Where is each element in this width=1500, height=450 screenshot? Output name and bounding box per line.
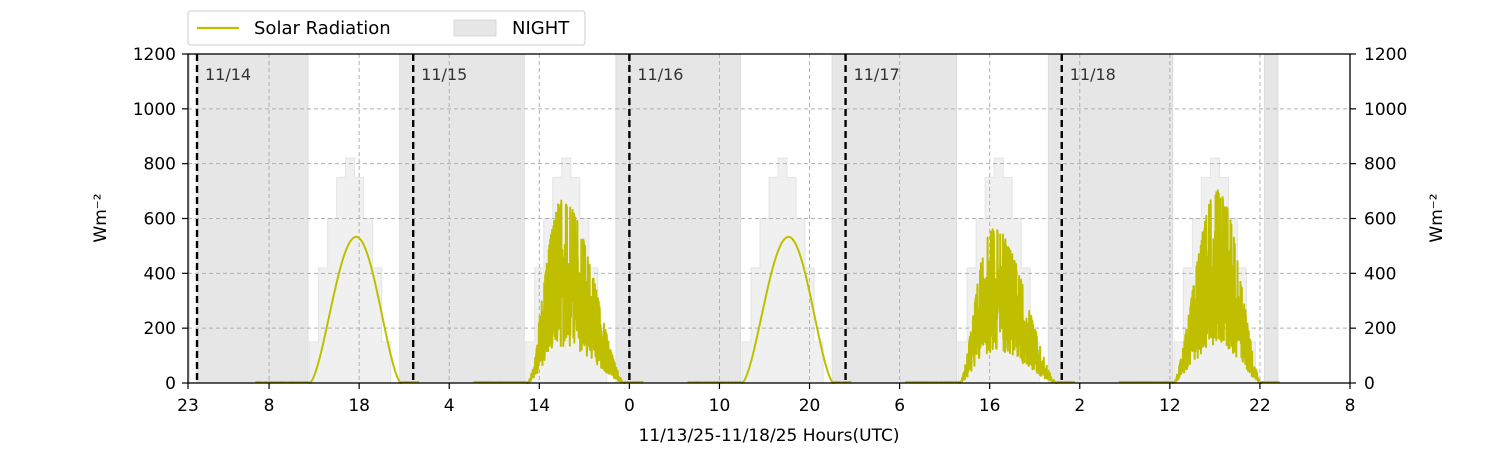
solar-radiation-line	[472, 199, 644, 384]
night-region	[831, 53, 958, 384]
grid	[188, 54, 1350, 383]
legend-solar-label: Solar Radiation	[254, 18, 391, 39]
envelope-step	[732, 157, 833, 384]
x-tick-label: 8	[264, 396, 275, 416]
y-tick-label-right: 600	[1364, 210, 1396, 230]
solar-radiation-line	[687, 235, 852, 384]
day-marker-label: 11/17	[854, 65, 900, 84]
y-tick-label-right: 400	[1364, 264, 1396, 284]
day-markers: 11/14 11/15 11/16 11/17 11/18	[195, 54, 1116, 383]
y-tick-label-left: 800	[144, 155, 176, 175]
envelope-step	[300, 157, 400, 384]
legend: Solar Radiation NIGHT	[187, 10, 586, 46]
y-tick-label-right: 1200	[1364, 45, 1407, 65]
y-axis-label-right: Wm⁻²	[1427, 193, 1447, 242]
x-tick-label: 4	[444, 396, 455, 416]
x-tick-label: 14	[528, 396, 550, 416]
x-tick-label: 20	[799, 396, 821, 416]
y-tick-label-left: 1200	[133, 45, 176, 65]
solar-radiation-line	[254, 235, 420, 384]
x-tick-label: 22	[1249, 396, 1271, 416]
legend-night-swatch	[453, 19, 497, 37]
x-tick-label: 18	[348, 396, 370, 416]
day-marker-label: 11/18	[1070, 65, 1116, 84]
y-tick-label-left: 600	[144, 210, 176, 230]
day-marker-label: 11/14	[205, 65, 251, 84]
x-tick-label: 6	[894, 396, 905, 416]
x-tick-label: 23	[177, 396, 199, 416]
solar-radiation-line	[1117, 189, 1281, 384]
x-tick-label: 2	[1074, 396, 1085, 416]
x-tick-label: 10	[709, 396, 731, 416]
y-tick-label-right: 800	[1364, 155, 1396, 175]
y-tick-label-left: 400	[144, 264, 176, 284]
day-marker-label: 11/15	[421, 65, 467, 84]
legend-night-label: NIGHT	[512, 18, 570, 39]
day-marker-label: 11/16	[637, 65, 683, 84]
y-tick-label-right: 200	[1364, 319, 1396, 339]
x-axis-label: 11/13/25-11/18/25 Hours(UTC)	[638, 426, 899, 446]
x-tick-label: 16	[979, 396, 1001, 416]
x-tick-label: 8	[1345, 396, 1356, 416]
y-tick-label-left: 1000	[133, 100, 176, 120]
y-tick-label-right: 0	[1364, 374, 1375, 394]
x-tick-label: 12	[1159, 396, 1181, 416]
series-layer	[254, 189, 1281, 384]
x-tick-label: 0	[624, 396, 635, 416]
y-tick-label-right: 1000	[1364, 100, 1407, 120]
y-axis-label-left: Wm⁻²	[91, 193, 111, 242]
y-tick-label-left: 200	[144, 319, 176, 339]
y-tick-label-left: 0	[165, 374, 176, 394]
